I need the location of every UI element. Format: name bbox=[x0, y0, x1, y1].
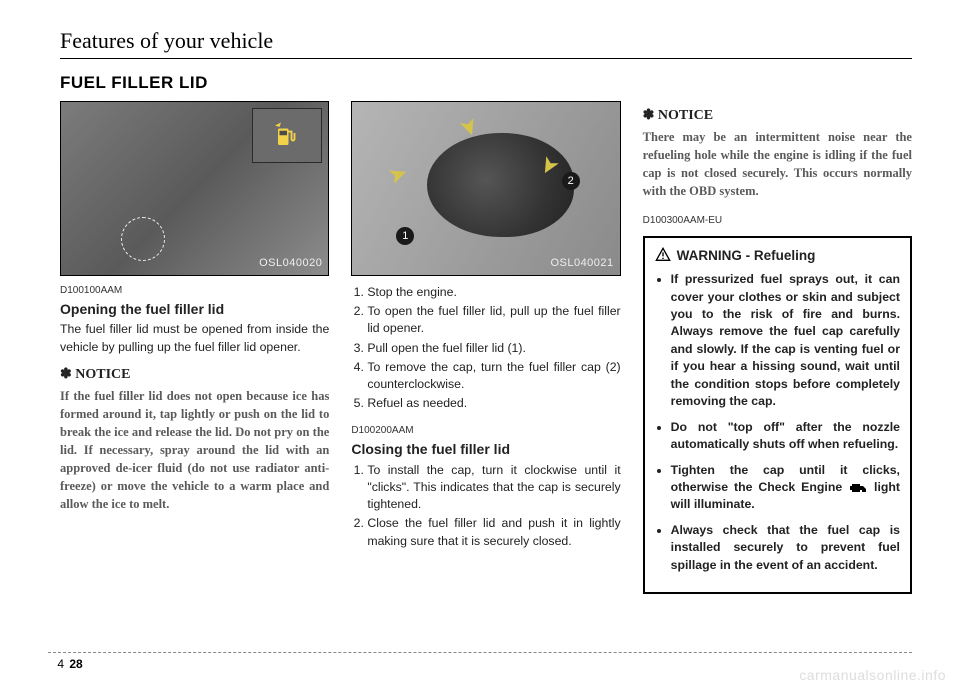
notice-heading: NOTICE bbox=[60, 366, 329, 385]
fuel-pump-icon bbox=[272, 121, 302, 151]
list-item: To install the cap, turn it clockwise un… bbox=[367, 462, 620, 514]
subhead-opening: Opening the fuel filler lid bbox=[60, 300, 329, 319]
body-opening: The fuel filler lid must be opened from … bbox=[60, 321, 329, 355]
warning-list: If pressurized fuel sprays out, it can c… bbox=[655, 271, 900, 574]
doc-code: D100200AAM bbox=[351, 424, 620, 438]
list-item: Pull open the fuel filler lid (1). bbox=[367, 340, 620, 357]
chapter-rule bbox=[60, 58, 912, 59]
chapter-number: 4 bbox=[48, 657, 64, 671]
fuel-cap-illustration bbox=[427, 133, 574, 237]
doc-code: D100300AAM-EU bbox=[643, 214, 912, 228]
warning-box: WARNING - Refueling If pressurized fuel … bbox=[643, 236, 912, 594]
notice-body: There may be an intermittent noise near … bbox=[643, 128, 912, 201]
section-title: FUEL FILLER LID bbox=[60, 73, 912, 93]
notice-body: If the fuel filler lid does not open bec… bbox=[60, 387, 329, 514]
check-engine-icon bbox=[848, 482, 868, 494]
list-item: To open the fuel filler lid, pull up the… bbox=[367, 303, 620, 337]
content-columns: OSL040020 D100100AAM Opening the fuel fi… bbox=[60, 101, 912, 594]
notice-heading: NOTICE bbox=[643, 107, 912, 126]
list-item: Always check that the fuel cap is instal… bbox=[671, 522, 900, 574]
close-steps-list: To install the cap, turn it clockwise un… bbox=[351, 462, 620, 550]
page-number: 28 bbox=[69, 657, 82, 671]
figure-inset-button bbox=[252, 108, 322, 163]
list-item: Refuel as needed. bbox=[367, 395, 620, 412]
manual-page: Features of your vehicle FUEL FILLER LID… bbox=[0, 0, 960, 689]
figure-label: OSL040021 bbox=[550, 256, 613, 271]
opener-highlight-circle bbox=[121, 217, 165, 261]
figure-label: OSL040020 bbox=[259, 256, 322, 271]
list-item: Close the fuel filler lid and push it in… bbox=[367, 515, 620, 549]
list-item: Tighten the cap until it clicks, otherwi… bbox=[671, 462, 900, 514]
warning-title: WARNING - Refueling bbox=[677, 246, 816, 265]
warning-heading: WARNING - Refueling bbox=[655, 246, 900, 265]
doc-code: D100100AAM bbox=[60, 284, 329, 298]
figure-fuel-cap: ➤ ➤ ➤ 1 2 OSL040021 bbox=[351, 101, 620, 276]
open-steps-list: Stop the engine. To open the fuel filler… bbox=[351, 284, 620, 412]
list-item: If pressurized fuel sprays out, it can c… bbox=[671, 271, 900, 411]
page-footer: 4 28 bbox=[48, 652, 912, 671]
list-item: Do not "top off" after the nozzle automa… bbox=[671, 419, 900, 454]
subhead-closing: Closing the fuel filler lid bbox=[351, 440, 620, 459]
callout-2: 2 bbox=[562, 172, 580, 190]
chapter-title: Features of your vehicle bbox=[60, 28, 912, 54]
list-item: To remove the cap, turn the fuel filler … bbox=[367, 359, 620, 393]
column-1: OSL040020 D100100AAM Opening the fuel fi… bbox=[60, 101, 329, 594]
figure-open-lid: OSL040020 bbox=[60, 101, 329, 276]
warning-triangle-icon bbox=[655, 247, 671, 263]
watermark: carmanualsonline.info bbox=[799, 667, 946, 683]
list-item: Stop the engine. bbox=[367, 284, 620, 301]
column-3: NOTICE There may be an intermittent nois… bbox=[643, 101, 912, 594]
column-2: ➤ ➤ ➤ 1 2 OSL040021 Stop the engine. To … bbox=[351, 101, 620, 594]
